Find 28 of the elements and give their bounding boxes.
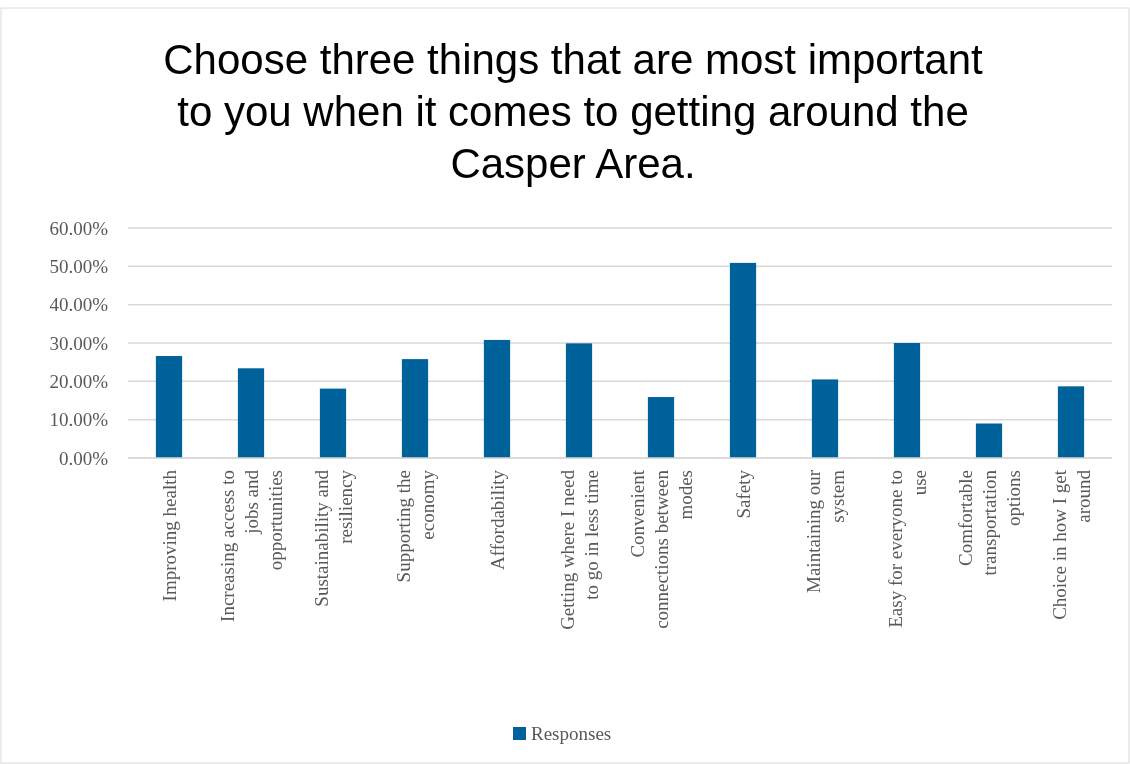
y-tick-label: 50.00% xyxy=(49,255,109,277)
bar xyxy=(155,356,183,458)
y-tick-label: 20.00% xyxy=(49,370,109,392)
x-tick-label: Affordability xyxy=(486,469,508,570)
bar xyxy=(319,388,347,458)
bar xyxy=(401,359,429,458)
bar xyxy=(1057,386,1085,458)
y-tick-label: 0.00% xyxy=(58,447,109,469)
bar xyxy=(237,368,265,458)
x-tick-label: Easy for everyone to use xyxy=(884,470,930,628)
x-tick-label: Improving health xyxy=(158,469,180,602)
y-tick-label: 10.00% xyxy=(49,409,109,431)
y-tick-label: 30.00% xyxy=(49,332,109,354)
chart-title: Choose three things that are most important to you when it comes to getting around the Casper Area. xyxy=(163,36,984,187)
bar xyxy=(565,343,593,458)
bar xyxy=(729,262,757,458)
x-tick-label: Maintaining our system xyxy=(802,469,848,593)
bar xyxy=(975,423,1003,458)
bar xyxy=(811,379,839,458)
bar xyxy=(647,397,675,458)
bar xyxy=(483,339,511,458)
bar xyxy=(893,343,921,458)
x-tick-label: Safety xyxy=(732,469,754,519)
x-tick-label: Increasing access to jobs and opportunities xyxy=(216,469,286,622)
legend-label: Responses xyxy=(531,722,612,744)
y-tick-label: 60.00% xyxy=(49,217,109,239)
x-tick-label: Getting where I need to go in less time xyxy=(556,469,602,630)
y-tick-label: 40.00% xyxy=(49,294,109,316)
